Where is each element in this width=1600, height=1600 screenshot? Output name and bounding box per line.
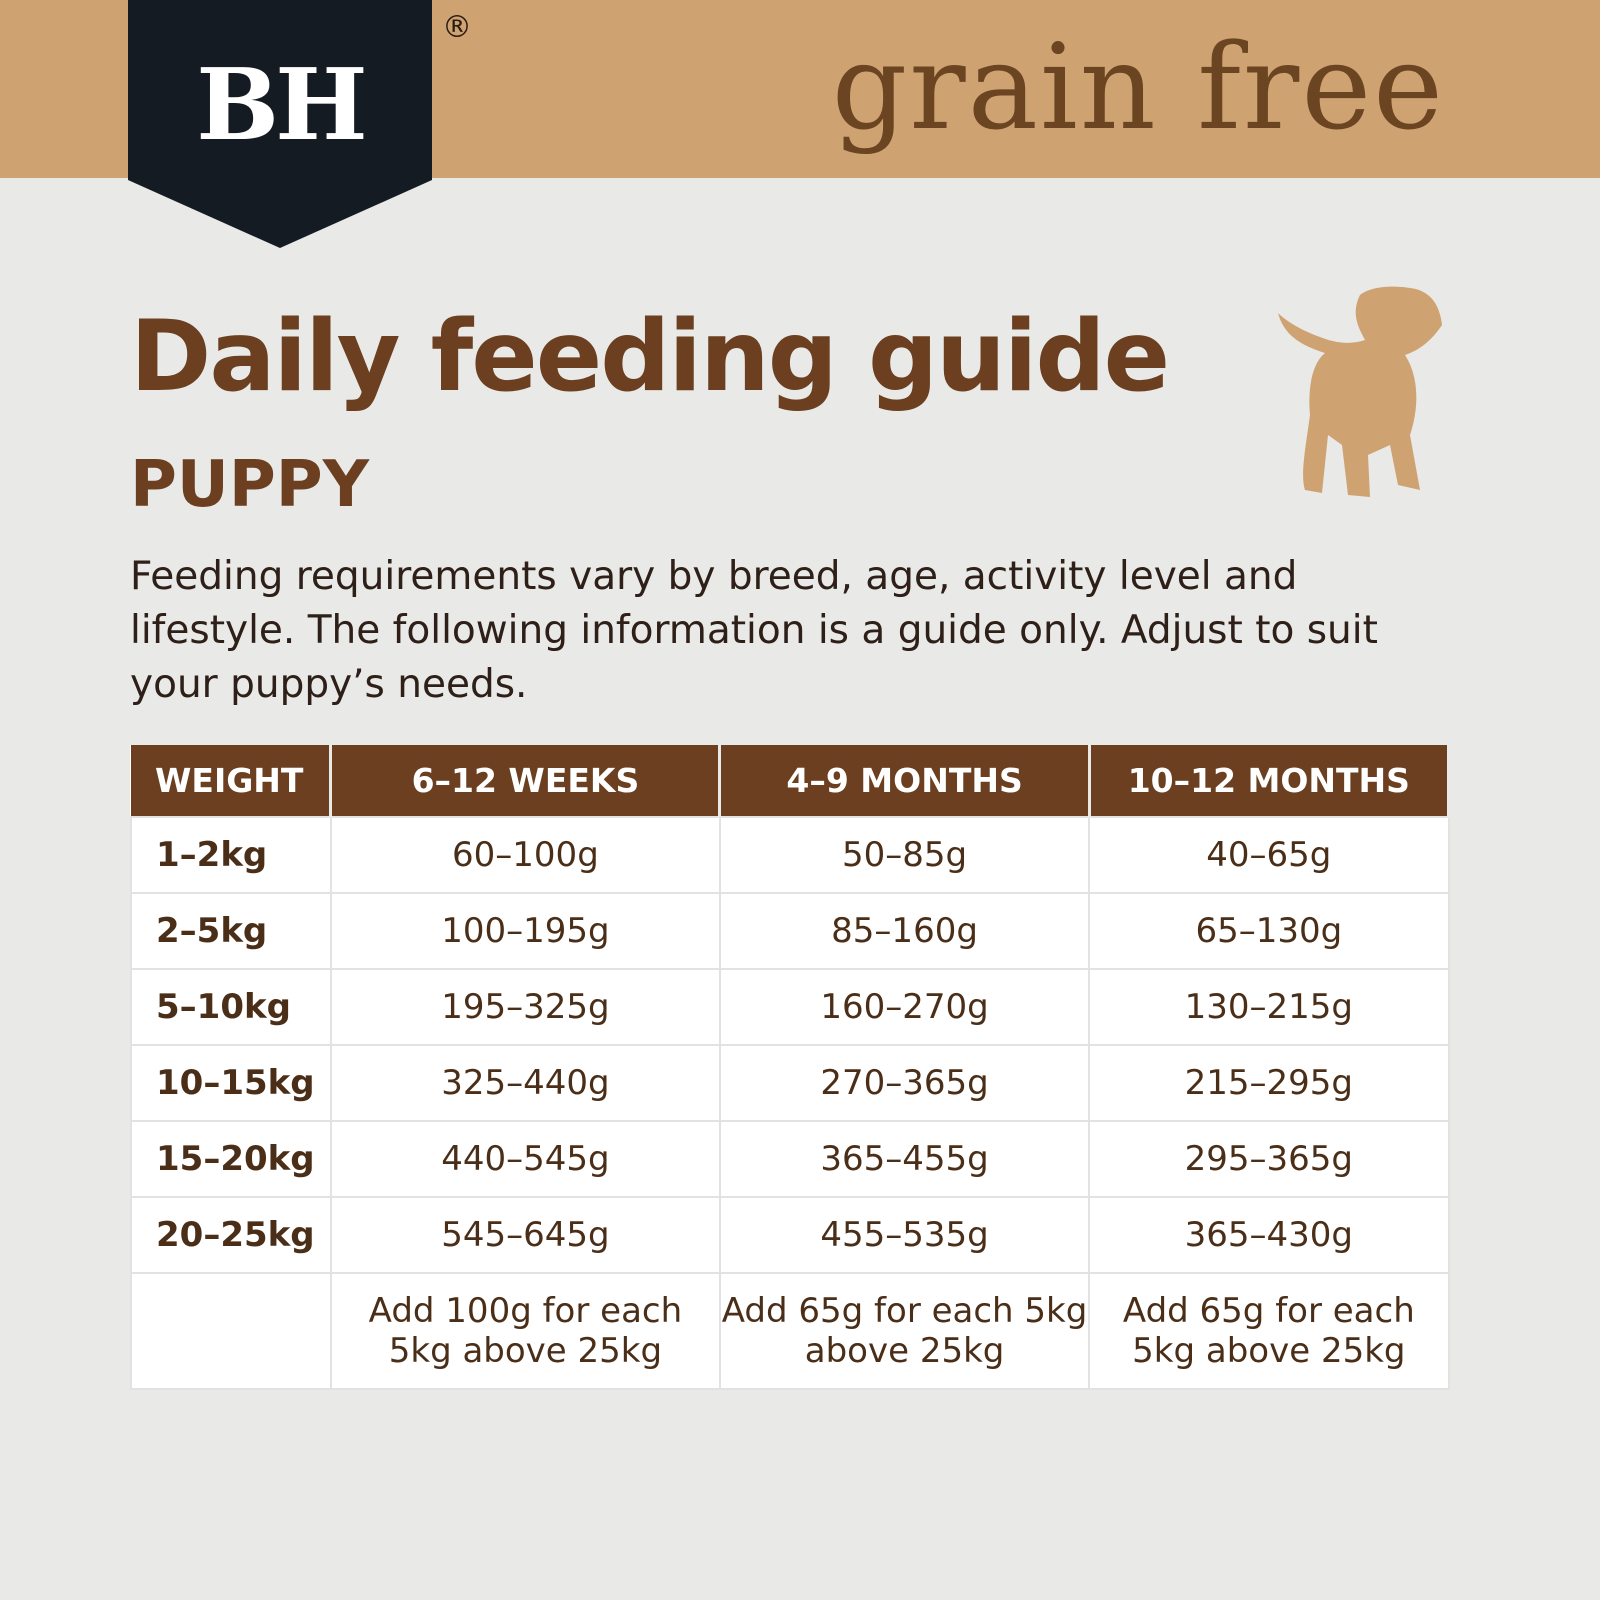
feeding-table: WEIGHT 6–12 WEEKS 4–9 MONTHS 10–12 MONTH… [130, 745, 1451, 1390]
weight-cell: 1–2kg [130, 816, 332, 894]
table-row: 15–20kg 440–545g 365–455g 295–365g [130, 1120, 1450, 1198]
column-header: 10–12 MONTHS [1089, 745, 1451, 817]
logo-text: BH [196, 48, 367, 163]
weight-cell: 20–25kg [130, 1196, 332, 1274]
table-row: 1–2kg 60–100g 50–85g 40–65g [130, 816, 1450, 894]
amount-cell: 365–430g [1088, 1196, 1450, 1274]
table-header-row: WEIGHT 6–12 WEEKS 4–9 MONTHS 10–12 MONTH… [131, 745, 1451, 817]
note-cell: Add 65g for each 5kg above 25kg [1088, 1272, 1450, 1390]
page-title: Daily feeding guide [130, 300, 1170, 414]
weight-cell: 15–20kg [130, 1120, 332, 1198]
weight-cell: 5–10kg [130, 968, 332, 1046]
table-row: 10–15kg 325–440g 270–365g 215–295g [130, 1044, 1450, 1122]
amount-cell: 195–325g [329, 968, 721, 1046]
amount-cell: 160–270g [718, 968, 1091, 1046]
column-header: 4–9 MONTHS [719, 745, 1091, 817]
note-cell: Add 65g for each 5kg above 25kg [718, 1272, 1091, 1390]
table-row-note: Add 100g for each 5kg above 25kg Add 65g … [130, 1272, 1450, 1390]
table-row: 2–5kg 100–195g 85–160g 65–130g [130, 892, 1450, 970]
amount-cell: 455–535g [718, 1196, 1091, 1274]
brand-logo: BH [128, 0, 432, 250]
intro-text: Feeding requirements vary by breed, age,… [130, 554, 1378, 707]
column-header: 6–12 WEEKS [330, 745, 722, 817]
amount-cell: 65–130g [1088, 892, 1450, 970]
amount-cell: 365–455g [718, 1120, 1091, 1198]
tagline: grain free [831, 18, 1445, 156]
page-subtitle: PUPPY [130, 448, 370, 522]
amount-cell: 85–160g [718, 892, 1091, 970]
amount-cell: 40–65g [1088, 816, 1450, 894]
amount-cell: 130–215g [1088, 968, 1450, 1046]
table-row: 5–10kg 195–325g 160–270g 130–215g [130, 968, 1450, 1046]
amount-cell: 100–195g [329, 892, 721, 970]
amount-cell: 60–100g [329, 816, 721, 894]
amount-cell: 295–365g [1088, 1120, 1450, 1198]
note-cell: Add 100g for each 5kg above 25kg [329, 1272, 721, 1390]
weight-cell: 10–15kg [130, 1044, 332, 1122]
amount-cell: 325–440g [329, 1044, 721, 1122]
amount-cell: 270–365g [718, 1044, 1091, 1122]
registered-mark: ® [442, 10, 472, 45]
amount-cell: 50–85g [718, 816, 1091, 894]
amount-cell: 545–645g [329, 1196, 721, 1274]
shield-shape [128, 0, 432, 248]
amount-cell: 440–545g [329, 1120, 721, 1198]
puppy-icon [1278, 286, 1442, 497]
weight-cell: 2–5kg [130, 892, 332, 970]
amount-cell: 215–295g [1088, 1044, 1450, 1122]
column-header: WEIGHT [131, 745, 333, 817]
note-cell [130, 1272, 332, 1390]
table-row: 20–25kg 545–645g 455–535g 365–430g [130, 1196, 1450, 1274]
